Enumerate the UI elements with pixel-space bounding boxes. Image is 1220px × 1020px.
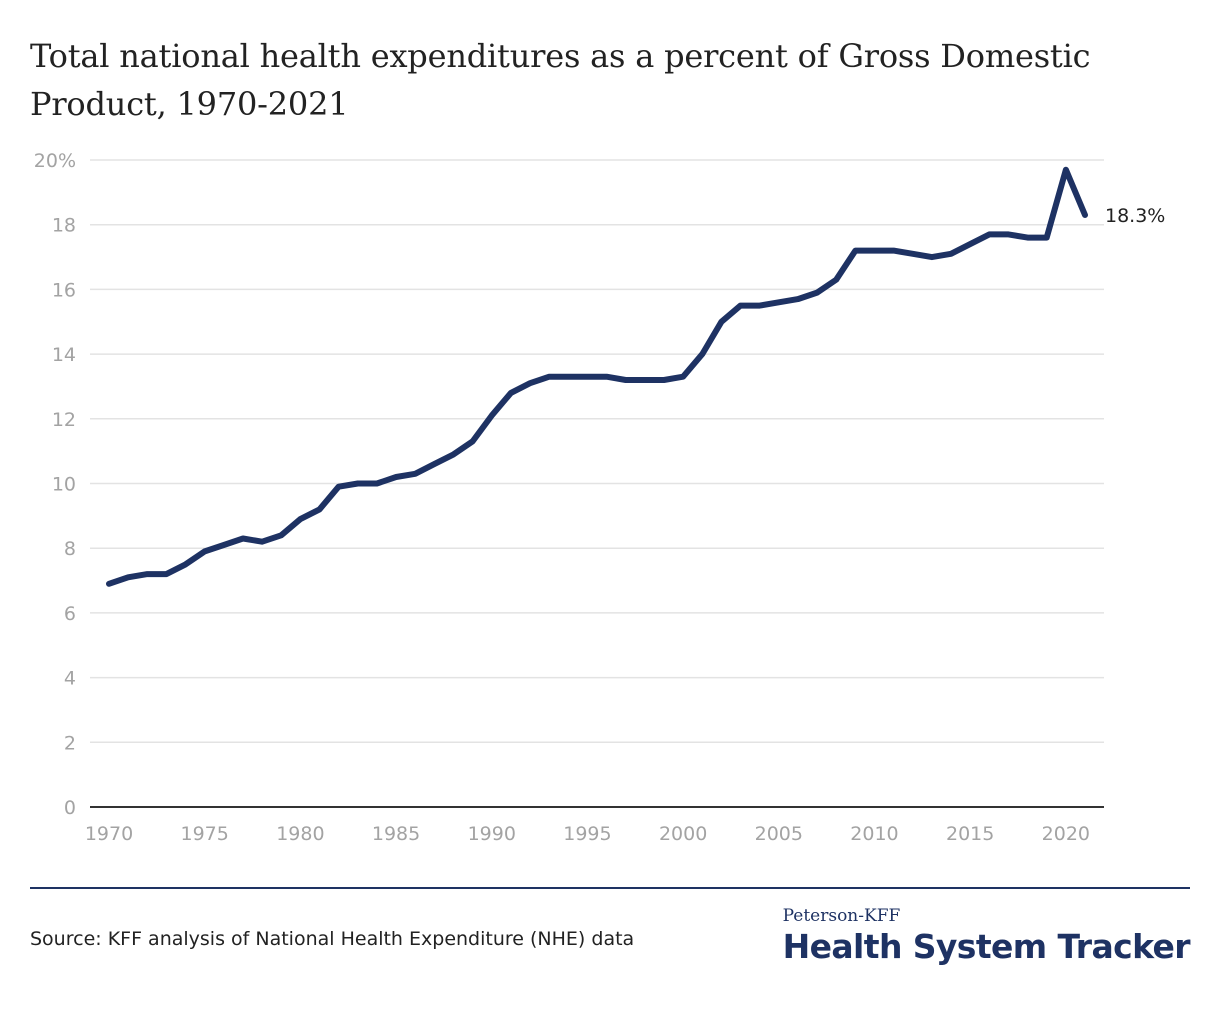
footer-divider	[30, 887, 1190, 889]
brand-logo: Peterson-KFF Health System Tracker	[782, 906, 1191, 968]
x-tick-label: 1980	[276, 823, 324, 845]
x-tick-label: 1990	[468, 823, 516, 845]
y-tick-label: 4	[64, 668, 76, 690]
y-tick-label: 8	[64, 538, 76, 560]
y-tick-label: 18	[52, 215, 76, 237]
annotations: 18.3%	[1105, 205, 1165, 227]
end-value-label: 18.3%	[1105, 205, 1165, 227]
y-tick-label: 10	[52, 474, 76, 496]
series-line	[106, 166, 1088, 587]
x-tick-label: 1995	[563, 823, 611, 845]
x-axis-ticks: 1970 1975 1980 1985 1990 1995 2000 2005 2010 2015…	[85, 823, 1090, 845]
x-tick-label: 1985	[372, 823, 420, 845]
y-tick-label: 6	[64, 603, 76, 625]
y-tick-label: 2	[64, 732, 76, 754]
brand-small-text: Peterson-KFF	[782, 906, 901, 926]
y-tick-label: 0	[64, 797, 76, 819]
x-tick-label: 2010	[850, 823, 898, 845]
x-tick-label: 2015	[946, 823, 994, 845]
x-tick-label: 2020	[1042, 823, 1090, 845]
series-group	[106, 166, 1088, 587]
x-tick-label: 1970	[85, 823, 133, 845]
y-tick-label: 14	[52, 344, 76, 366]
y-axis-ticks: 0 2 4 6 8 10 12 14 16 18 20%	[34, 150, 76, 819]
y-tick-label: 20%	[34, 150, 76, 172]
y-tick-label: 12	[52, 409, 76, 431]
brand-large-text: Health System Tracker	[782, 927, 1191, 966]
x-tick-label: 2005	[755, 823, 803, 845]
x-tick-label: 1975	[181, 823, 229, 845]
grid-lines	[90, 159, 1104, 744]
chart-title: Total national health expenditures as a …	[30, 37, 1091, 123]
y-tick-label: 16	[52, 279, 76, 301]
source-note: Source: KFF analysis of National Health …	[30, 928, 635, 950]
x-tick-label: 2000	[659, 823, 707, 845]
